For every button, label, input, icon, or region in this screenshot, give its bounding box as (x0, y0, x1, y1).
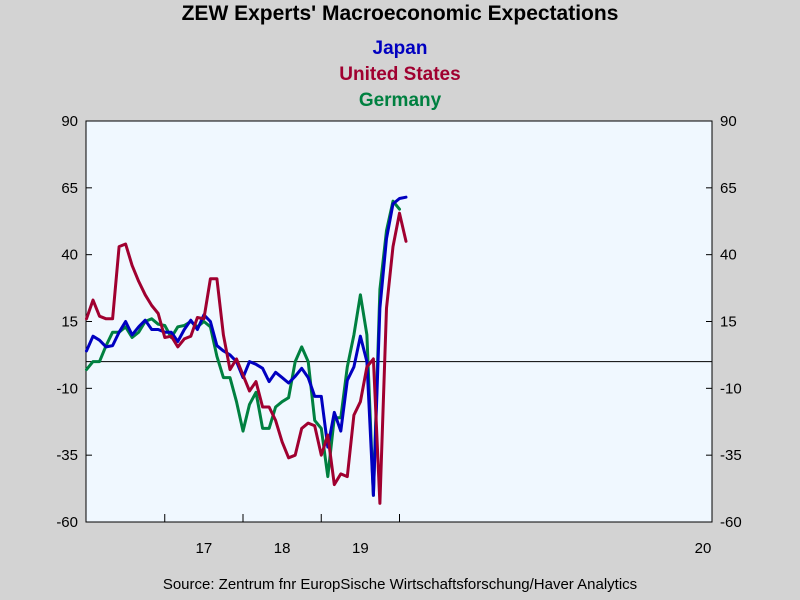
y-tick-label-left: 90 (61, 113, 78, 130)
legend-japan: Japan (372, 38, 428, 59)
y-tick-label-right: 90 (720, 113, 737, 130)
series-line-united-states (85, 211, 408, 505)
legend-germany: Germany (358, 90, 442, 111)
y-tick-label-right: 40 (720, 247, 737, 264)
series-line-germany (85, 199, 401, 497)
plot-area (85, 120, 713, 523)
y-tick-label-left: 65 (61, 180, 78, 197)
y-tick-label-right: -35 (720, 447, 742, 464)
y-tick-label-left: -35 (56, 447, 78, 464)
y-tick-label-right: 15 (720, 314, 737, 331)
chart-title: ZEW Experts' Macroeconomic Expectations (181, 2, 619, 25)
y-tick-label-left: 40 (61, 247, 78, 264)
y-tick-label-left: -10 (56, 380, 78, 397)
legend-united-states: United States (339, 64, 461, 85)
series-lines (85, 195, 408, 505)
x-tick-label: 20 (695, 540, 712, 557)
source-note: Source: Zentrum fnr EuropSische Wirtscha… (162, 576, 638, 593)
x-tick-label: 19 (352, 540, 369, 557)
y-tick-label-left: 15 (61, 314, 78, 331)
series-line-japan (85, 195, 408, 497)
x-tick-label: 17 (196, 540, 213, 557)
y-tick-label-right: -60 (720, 514, 742, 531)
y-tick-label-right: 65 (720, 180, 737, 197)
y-tick-label-right: -10 (720, 380, 742, 397)
y-tick-label-left: -60 (56, 514, 78, 531)
axes: 90 90 65 65 40 40 15 15 -10 -10 -35 -35 -60 -60 17 18 19… (56, 113, 741, 557)
x-tick-label: 18 (274, 540, 291, 557)
